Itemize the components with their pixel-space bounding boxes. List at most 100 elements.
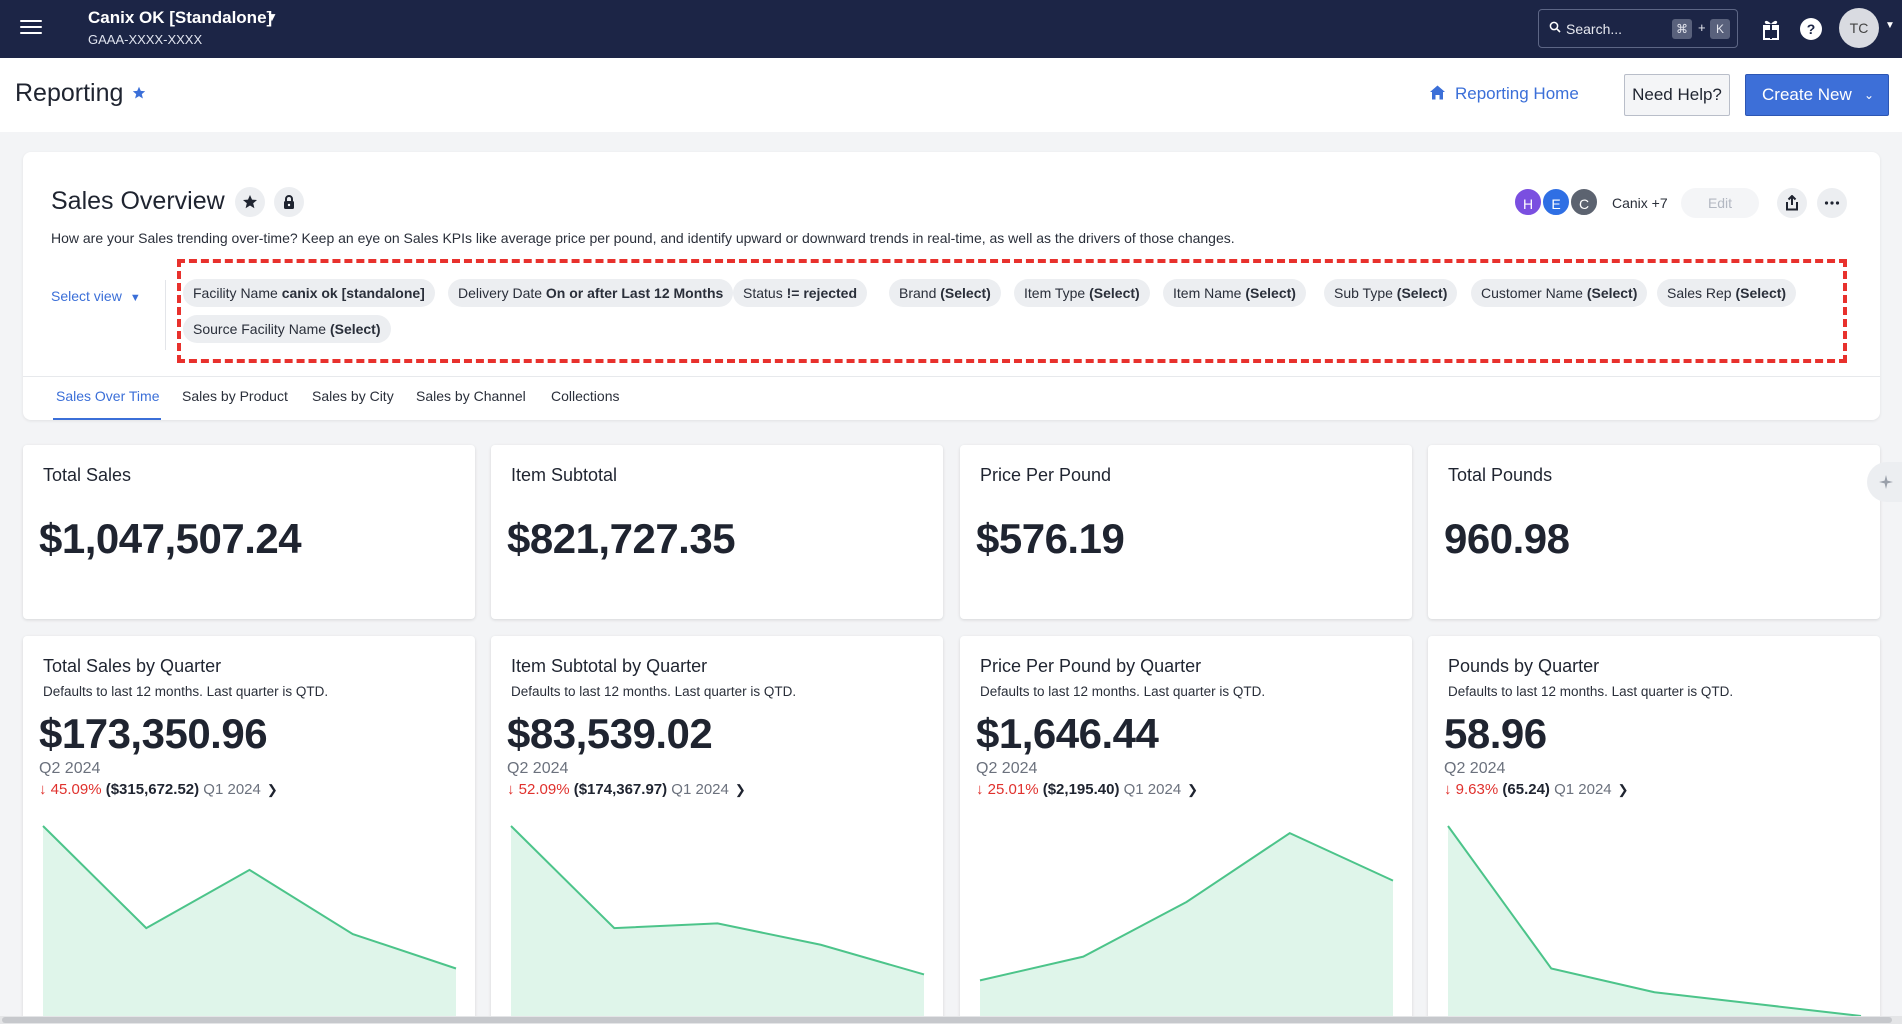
filter-highlight-box <box>177 259 1847 363</box>
gift-icon[interactable] <box>1760 16 1782 40</box>
period-comparison[interactable]: ↓ 52.09% ($174,367.97) Q1 2024 ❯ <box>507 781 746 798</box>
area-fill <box>43 826 456 1016</box>
more-options-button[interactable] <box>1817 188 1847 218</box>
help-icon[interactable]: ? <box>1800 18 1822 40</box>
filter-chip-item-type[interactable]: Item Type (Select) <box>1014 279 1150 307</box>
period-comparison[interactable]: ↓ 45.09% ($315,672.52) Q1 2024 ❯ <box>39 781 278 798</box>
kpi-value: $576.19 <box>976 515 1125 562</box>
favorite-star-icon[interactable] <box>132 86 146 100</box>
reporting-home-link[interactable]: Reporting Home <box>1430 84 1579 104</box>
quarter-card-pounds[interactable]: Pounds by Quarter Defaults to last 12 mo… <box>1428 636 1880 1024</box>
change-amount: ($174,367.97) <box>573 781 668 798</box>
filter-value: (Select) <box>1089 285 1140 301</box>
change-amount: ($2,195.40) <box>1042 781 1120 798</box>
filter-chip-sales-rep[interactable]: Sales Rep (Select) <box>1657 279 1797 307</box>
filter-chip-delivery-date[interactable]: Delivery Date On or after Last 12 Months <box>448 279 734 307</box>
filter-chip-status[interactable]: Status != rejected <box>733 279 868 307</box>
sparkle-icon <box>1879 475 1893 489</box>
kpi-value: $821,727.35 <box>507 515 736 562</box>
change-percent: 52.09% <box>518 781 570 798</box>
global-search[interactable]: Search... ⌘ + K <box>1538 9 1738 48</box>
sales-overview-card: Sales Overview How are your Sales trendi… <box>23 152 1880 420</box>
org-name[interactable]: Canix OK [Standalone] <box>88 8 273 27</box>
previous-period: Q1 2024 <box>203 781 261 798</box>
page-header: Reporting Reporting Home Need Help? Crea… <box>0 58 1902 132</box>
lock-icon <box>284 195 294 209</box>
quarter-card-price-per-pound[interactable]: Price Per Pound by Quarter Defaults to l… <box>960 636 1412 1024</box>
tab-sales-over-time[interactable]: Sales Over Time <box>56 388 160 404</box>
kpi-card-total-pounds[interactable]: Total Pounds 960.98 <box>1428 445 1880 619</box>
period-comparison[interactable]: ↓ 9.63% (65.24) Q1 2024 ❯ <box>1444 781 1629 798</box>
change-percent: 9.63% <box>1455 781 1499 798</box>
user-menu-caret-icon[interactable]: ▼ <box>1885 20 1895 31</box>
filter-label: Item Type <box>1024 285 1086 301</box>
card-value: $173,350.96 <box>39 710 268 757</box>
card-value: 58.96 <box>1444 710 1547 757</box>
collaborators-label[interactable]: Canix +7 <box>1612 195 1668 211</box>
series-line <box>979 831 1394 982</box>
filter-label: Source Facility Name <box>193 321 327 337</box>
lock-button[interactable] <box>274 187 304 217</box>
active-tab-indicator <box>53 418 161 420</box>
filter-value: != rejected <box>786 285 858 301</box>
filter-label: Delivery Date <box>458 285 543 301</box>
create-new-button[interactable]: Create New ⌄ <box>1745 74 1889 116</box>
period-comparison[interactable]: ↓ 25.01% ($2,195.40) Q1 2024 ❯ <box>976 781 1198 798</box>
star-icon <box>243 195 257 209</box>
ai-assistant-tab[interactable] <box>1867 462 1902 502</box>
share-button[interactable] <box>1777 188 1807 218</box>
filter-value: (Select) <box>1396 285 1448 301</box>
dashboard-description: How are your Sales trending over-time? K… <box>51 230 1235 246</box>
filter-chip-facility-name[interactable]: Facility Name canix ok [standalone] <box>183 279 435 307</box>
filter-label: Customer Name <box>1481 285 1583 301</box>
quarter-card-item-subtotal[interactable]: Item Subtotal by Quarter Defaults to las… <box>491 636 943 1024</box>
chevron-right-icon: ❯ <box>1187 782 1199 797</box>
need-help-button[interactable]: Need Help? <box>1624 74 1730 116</box>
reporting-home-label: Reporting Home <box>1455 84 1579 103</box>
tab-sales-by-product[interactable]: Sales by Product <box>182 388 288 404</box>
edit-button: Edit <box>1681 188 1759 218</box>
kpi-card-total-sales[interactable]: Total Sales $1,047,507.24 <box>23 445 475 619</box>
down-arrow-icon: ↓ <box>976 781 988 798</box>
collaborator-avatar[interactable]: C <box>1569 187 1599 217</box>
previous-period: Q1 2024 <box>671 781 729 798</box>
card-value: $83,539.02 <box>507 710 713 757</box>
org-dropdown-caret-icon[interactable]: ▼ <box>266 10 278 24</box>
filter-chip-sub-type[interactable]: Sub Type (Select) <box>1324 279 1458 307</box>
filter-chip-brand[interactable]: Brand (Select) <box>889 279 1001 307</box>
filter-chip-item-name[interactable]: Item Name (Select) <box>1163 279 1306 307</box>
collaborator-avatar[interactable]: H <box>1513 187 1543 217</box>
select-view-label: Select view <box>51 288 122 304</box>
tab-sales-by-channel[interactable]: Sales by Channel <box>416 388 526 404</box>
filter-chip-source-facility-name[interactable]: Source Facility Name (Select) <box>183 315 391 343</box>
kpi-value: 960.98 <box>1444 515 1570 562</box>
kpi-card-price-per-pound[interactable]: Price Per Pound $576.19 <box>960 445 1412 619</box>
card-subtitle: Defaults to last 12 months. Last quarter… <box>980 684 1266 699</box>
home-icon <box>1430 85 1445 100</box>
user-avatar[interactable]: TC <box>1839 8 1879 48</box>
chevron-down-icon: ⌄ <box>1863 88 1874 102</box>
tab-collections[interactable]: Collections <box>551 388 620 404</box>
search-placeholder: Search... <box>1566 21 1623 37</box>
quarter-card-total-sales[interactable]: Total Sales by Quarter Defaults to last … <box>23 636 475 1024</box>
series-line <box>510 825 925 976</box>
down-arrow-icon: ↓ <box>1444 781 1456 798</box>
tab-sales-by-city[interactable]: Sales by City <box>312 388 394 404</box>
filter-value: (Select) <box>1735 285 1787 301</box>
chevron-down-icon: ▼ <box>129 292 141 304</box>
card-title: Pounds by Quarter <box>1448 656 1600 676</box>
select-view-dropdown[interactable]: Select view ▼ <box>51 288 141 304</box>
hamburger-menu-icon[interactable] <box>20 16 42 36</box>
kpi-card-item-subtotal[interactable]: Item Subtotal $821,727.35 <box>491 445 943 619</box>
filter-value: (Select) <box>329 321 381 337</box>
filter-value: (Select) <box>1586 285 1638 301</box>
collaborator-avatar[interactable]: E <box>1541 187 1571 217</box>
previous-period: Q1 2024 <box>1123 781 1182 798</box>
create-new-label: Create New <box>1762 85 1852 104</box>
filter-chip-customer-name[interactable]: Customer Name (Select) <box>1471 279 1648 307</box>
horizontal-scrollbar[interactable] <box>2 1017 1892 1023</box>
favorite-button[interactable] <box>235 187 265 217</box>
cmd-key-hint: ⌘ <box>1672 19 1692 39</box>
kpi-title: Total Sales <box>43 465 132 485</box>
card-title: Item Subtotal by Quarter <box>511 656 708 676</box>
